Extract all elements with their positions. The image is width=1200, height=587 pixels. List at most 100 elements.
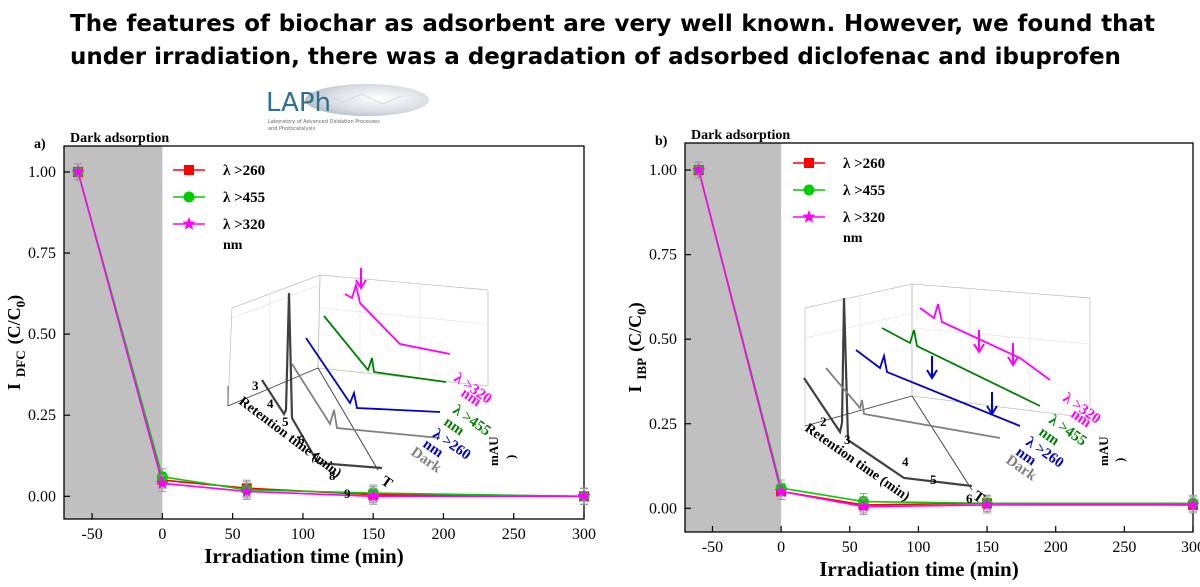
x-tick-label: 100: [291, 526, 315, 543]
svg-text:5: 5: [930, 472, 937, 487]
y-tick-label: 0.50: [649, 331, 677, 348]
svg-text:6: 6: [966, 491, 973, 506]
legend-marker: [804, 158, 814, 168]
legend-marker: [184, 165, 194, 175]
svg-text:3: 3: [844, 432, 851, 447]
logo-text: LAPh: [266, 88, 331, 118]
inset-zlabel: mAU: [1096, 436, 1111, 466]
legend-marker: [182, 217, 196, 230]
svg-text:2: 2: [820, 414, 827, 429]
x-tick-label: 0: [158, 526, 166, 543]
plot-area: -50 0 50 100 150 200 250 300 0.00 0.25 0.50 0.75 1.0…: [4, 131, 596, 568]
inset-xlabel: Retention time (min): [236, 394, 345, 481]
y-tick-label: 0.00: [28, 488, 56, 505]
x-axis-label: Irradiation time (min): [204, 544, 403, 568]
data-point: [577, 489, 591, 502]
svg-text:7: 7: [313, 450, 320, 465]
legend-unit: nm: [223, 238, 243, 253]
svg-text:9: 9: [344, 486, 351, 501]
x-tick-label: 0: [777, 539, 785, 556]
legend-unit: nm: [843, 231, 863, 246]
x-tick-label: 250: [1112, 539, 1136, 556]
dark-region: [685, 143, 782, 532]
laph-logo: LAPh Laboratory of Advanced Oxidation Pr…: [266, 84, 429, 132]
data-point: [692, 163, 706, 176]
data-point: [155, 476, 169, 489]
svg-text:4: 4: [902, 454, 909, 469]
legend-label: λ >455: [843, 183, 885, 199]
dark-region: [64, 146, 163, 519]
trace-260: [855, 349, 1021, 427]
inset-zlabel: mAU: [486, 436, 501, 466]
legend-label: λ >455: [223, 190, 265, 206]
arrow-icon: [973, 330, 985, 354]
y-tick-label: 0.25: [649, 416, 677, 433]
trace-dark: [261, 292, 383, 470]
chart-panel-b: -50 0 50 100 150 200 250 300 0.00 0.25 0.50 0.75 1.0…: [600, 118, 1200, 587]
y-tick-label: 0.75: [649, 247, 677, 264]
legend-label: λ >320: [843, 210, 885, 226]
chart-b-svg: -50 0 50 100 150 200 250 300 0.00 0.25 0.50 0.75 1.0…: [625, 128, 1200, 581]
trace-455: [881, 327, 1041, 407]
inset-zlabel-tail: ): [503, 455, 518, 459]
legend-label: λ >260: [223, 163, 265, 179]
legend-label: λ >260: [843, 156, 885, 172]
x-tick-label: 150: [975, 539, 999, 556]
trace-label-t: T: [378, 473, 395, 492]
panel-label: b): [655, 134, 668, 149]
trace-320: [344, 281, 451, 355]
data-point: [71, 164, 85, 178]
dark-adsorption-label: Dark adsorption: [691, 128, 790, 143]
x-tick-label: 300: [1181, 539, 1200, 556]
data-point: [774, 484, 788, 498]
x-tick-label: -50: [81, 526, 102, 543]
y-axis-label: IDFC(C/C0): [4, 295, 28, 390]
data-point: [240, 484, 254, 498]
y-tick-label: 0.00: [649, 500, 677, 517]
plot-frame: [684, 142, 1194, 533]
arrow-icon: [926, 356, 938, 380]
chart-a-svg: -50 0 50 100 150 200 250 300 0.00 0.25 0.50 0.75 1.0…: [4, 131, 596, 568]
trace-455: [323, 315, 447, 383]
svg-text:8: 8: [329, 468, 336, 483]
arrow-icon: [355, 268, 367, 290]
dark-adsorption-label: Dark adsorption: [70, 131, 169, 146]
data-point: [366, 489, 380, 502]
x-tick-label: -50: [702, 539, 723, 556]
y-tick-label: 1.00: [28, 164, 56, 181]
trace-t: [291, 363, 441, 439]
trace-dark: [803, 297, 973, 488]
x-tick-label: 250: [502, 526, 526, 543]
arrow-icon: [986, 392, 998, 416]
svg-text:3: 3: [252, 378, 259, 393]
plot-area: -50 0 50 100 150 200 250 300 0.00 0.25 0.50 0.75 1.0…: [625, 128, 1200, 581]
headline: The features of biochar as adsorbent are…: [70, 11, 1155, 70]
logo-subtitle-2: and Photocatalysis: [268, 126, 315, 132]
legend-marker: [802, 210, 816, 223]
svg-text:4: 4: [267, 396, 274, 411]
trace-t: [825, 367, 1001, 439]
x-tick-label: 200: [1044, 539, 1068, 556]
legend-label: λ >320: [223, 217, 265, 233]
logo-ellipse: [305, 84, 429, 116]
x-tick-label: 300: [572, 526, 596, 543]
x-tick-label: 150: [361, 526, 385, 543]
y-tick-label: 1.00: [649, 162, 677, 179]
y-tick-label: 0.25: [28, 407, 56, 424]
x-tick-label: 200: [431, 526, 455, 543]
inset-xlabel: Retention time (min): [802, 421, 913, 505]
trace-320: [919, 303, 1051, 381]
x-axis-label: Irradiation time (min): [819, 557, 1018, 581]
data-point: [1186, 497, 1200, 511]
legend-marker: [803, 184, 815, 196]
y-tick-label: 0.50: [28, 326, 56, 343]
logo-subtitle-1: Laboratory of Advanced Oxidation Process…: [268, 119, 380, 125]
data-point: [856, 499, 871, 513]
plot-frame: [63, 145, 585, 520]
data-point: [980, 497, 994, 511]
x-tick-label: 50: [225, 526, 241, 543]
arrow-icon: [1007, 343, 1019, 367]
panel-label: a): [34, 137, 46, 152]
